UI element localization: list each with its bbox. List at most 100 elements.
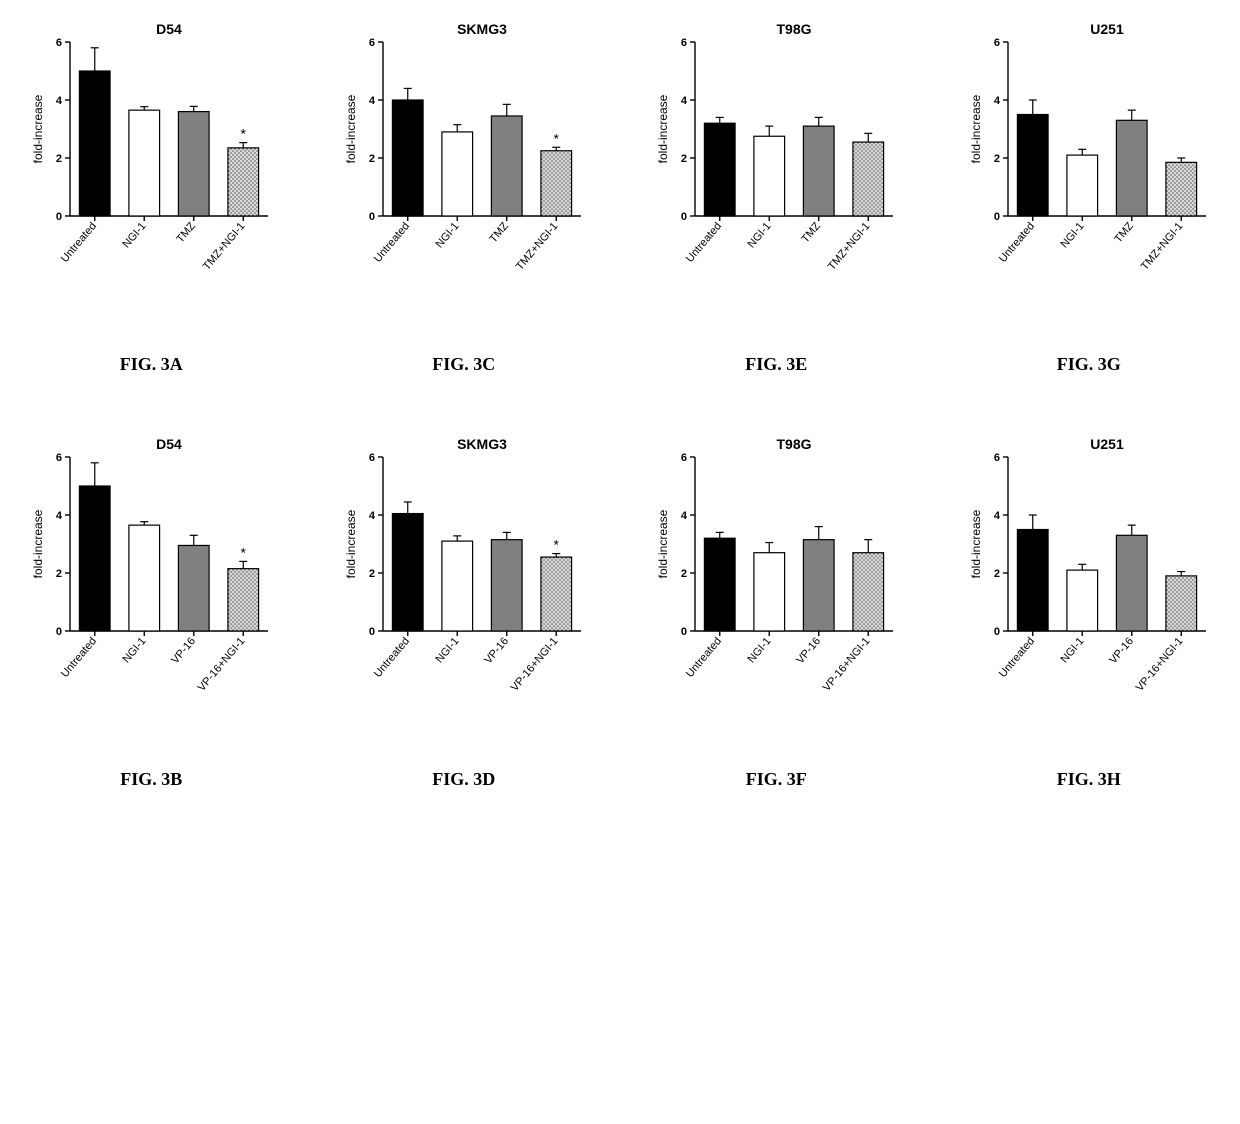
x-tick-label: TMZ (1112, 220, 1136, 245)
svg-text:4: 4 (994, 510, 1001, 522)
x-tick-label: Untreated (372, 635, 412, 680)
bar (80, 71, 111, 216)
x-tick-label: Untreated (997, 220, 1037, 265)
y-axis-label: fold-increase (969, 509, 983, 578)
y-axis-label: fold-increase (656, 509, 670, 578)
x-tick-label: TMZ+NGI-1 (1139, 220, 1186, 272)
bar (228, 148, 259, 216)
significance-marker: * (241, 126, 247, 142)
svg-text:0: 0 (994, 626, 1000, 638)
chart-svg: U2510246fold-increaseUntreatedNGI-1TMZTM… (964, 20, 1214, 316)
chart-title: U251 (1090, 436, 1124, 452)
chart-panel-G: U2510246fold-increaseUntreatedNGI-1TMZTM… (958, 20, 1221, 375)
svg-text:2: 2 (369, 568, 375, 580)
x-tick-label: TMZ+NGI-1 (826, 220, 873, 272)
bar (1166, 576, 1197, 631)
x-tick-label: Untreated (684, 635, 724, 680)
y-axis-label: fold-increase (344, 94, 358, 163)
x-tick-label: TMZ+NGI-1 (514, 220, 561, 272)
chart-panel-A: D540246fold-increaseUntreatedNGI-1TMZ*TM… (20, 20, 283, 375)
svg-text:0: 0 (369, 626, 375, 638)
figure-caption: FIG. 3C (432, 354, 495, 375)
chart-title: SKMG3 (457, 21, 507, 37)
chart-panel-F: T98G0246fold-increaseUntreatedNGI-1VP-16… (645, 435, 908, 790)
y-axis-label: fold-increase (344, 509, 358, 578)
y-axis-label: fold-increase (656, 94, 670, 163)
bar (804, 126, 835, 216)
y-axis-label: fold-increase (31, 94, 45, 163)
figure-caption: FIG. 3G (1057, 354, 1121, 375)
x-tick-label: NGI-1 (746, 635, 774, 665)
bar (442, 541, 473, 631)
svg-text:2: 2 (994, 153, 1000, 165)
bar (228, 569, 259, 631)
x-tick-label: NGI-1 (433, 220, 461, 250)
svg-text:6: 6 (56, 452, 62, 464)
x-tick-label: NGI-1 (121, 220, 149, 250)
figure-grid: D54 0 2 4 6 fold-increase Untreated NGI-1 TMZ * TM… (20, 20, 1220, 790)
figure-caption: FIG. 3H (1057, 769, 1121, 790)
svg-text:4: 4 (681, 510, 688, 522)
bar (1166, 162, 1197, 216)
figure-caption: FIG. 3F (746, 769, 807, 790)
svg-text:6: 6 (681, 37, 687, 49)
bar (179, 545, 210, 631)
y-axis-label: fold-increase (31, 509, 45, 578)
svg-text:6: 6 (681, 452, 687, 464)
x-tick-label: NGI-1 (433, 635, 461, 665)
svg-text:0: 0 (994, 211, 1000, 223)
svg-text:0: 0 (56, 211, 62, 223)
bar (541, 151, 572, 216)
x-tick-label: TMZ (487, 220, 511, 245)
bar (1116, 120, 1147, 216)
svg-text:6: 6 (994, 452, 1000, 464)
svg-text:0: 0 (681, 211, 687, 223)
chart-svg: D540246fold-increaseUntreatedNGI-1VP-16*… (26, 435, 276, 731)
chart-title: T98G (777, 436, 812, 452)
chart-svg: SKMG30246fold-increaseUntreatedNGI-1TMZ*… (339, 20, 589, 316)
x-tick-label: VP-16 (482, 635, 511, 666)
bar (1067, 155, 1098, 216)
svg-text:0: 0 (369, 211, 375, 223)
x-tick-label: NGI-1 (121, 635, 149, 665)
chart-svg: T98G0246fold-increaseUntreatedNGI-1TMZTM… (651, 20, 901, 316)
chart-svg: T98G0246fold-increaseUntreatedNGI-1VP-16… (651, 435, 901, 731)
bar (442, 132, 473, 216)
chart-svg: SKMG30246fold-increaseUntreatedNGI-1VP-1… (339, 435, 589, 731)
svg-text:4: 4 (56, 510, 63, 522)
chart-panel-B: D540246fold-increaseUntreatedNGI-1VP-16*… (20, 435, 283, 790)
significance-marker: * (241, 544, 247, 560)
x-tick-label: VP-16+NGI-1 (508, 635, 560, 694)
bar (179, 112, 210, 216)
bar (705, 123, 736, 216)
svg-text:2: 2 (56, 568, 62, 580)
x-tick-label: Untreated (372, 220, 412, 265)
chart-title: SKMG3 (457, 436, 507, 452)
x-tick-label: NGI-1 (746, 220, 774, 250)
x-tick-label: VP-16+NGI-1 (196, 635, 248, 694)
bar (80, 486, 111, 631)
x-tick-label: VP-16 (794, 635, 823, 666)
x-tick-label: Untreated (59, 220, 99, 265)
x-tick-label: TMZ (800, 220, 824, 245)
bar (491, 116, 522, 216)
chart-panel-D: SKMG30246fold-increaseUntreatedNGI-1VP-1… (333, 435, 596, 790)
x-tick-label: TMZ (175, 220, 199, 245)
bar (541, 557, 572, 631)
chart-panel-C: SKMG30246fold-increaseUntreatedNGI-1TMZ*… (333, 20, 596, 375)
significance-marker: * (553, 130, 559, 146)
x-tick-label: VP-16 (169, 635, 198, 666)
x-tick-label: VP-16 (1107, 635, 1136, 666)
svg-text:4: 4 (369, 95, 376, 107)
chart-svg: D540246fold-increaseUntreatedNGI-1TMZ*TM… (26, 20, 276, 316)
svg-text:2: 2 (56, 153, 62, 165)
bar (129, 525, 160, 631)
x-tick-label: TMZ+NGI-1 (201, 220, 248, 272)
bar (1067, 570, 1098, 631)
svg-text:6: 6 (369, 452, 375, 464)
x-tick-label: Untreated (997, 635, 1037, 680)
chart-title: D54 (156, 436, 182, 452)
x-tick-label: NGI-1 (1058, 635, 1086, 665)
bar (392, 514, 423, 631)
x-tick-label: Untreated (59, 635, 99, 680)
